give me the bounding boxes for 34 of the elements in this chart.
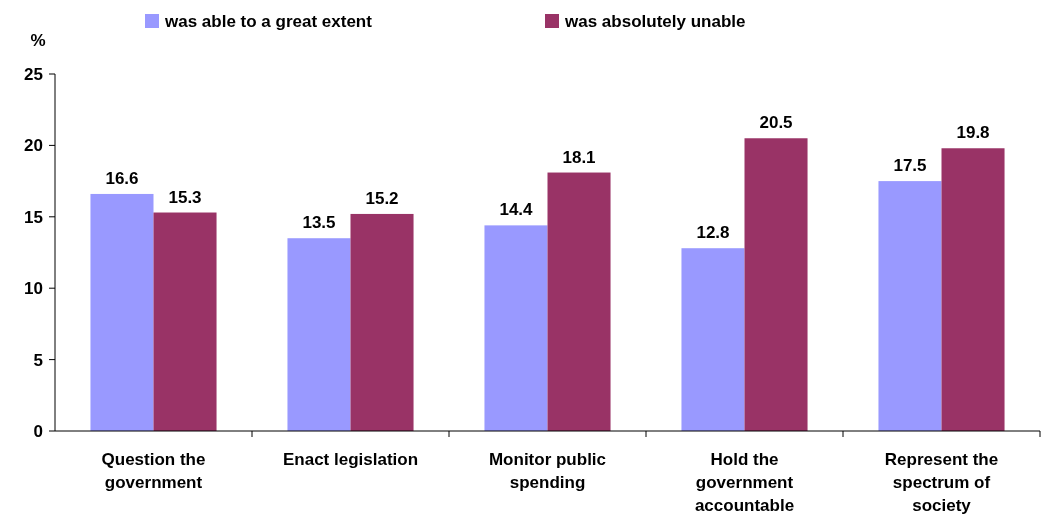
- bar: [484, 225, 548, 431]
- bar: [153, 212, 217, 431]
- y-tick-label: 5: [33, 350, 43, 370]
- x-tick-label: Hold the government accountable: [694, 450, 795, 515]
- bar: [547, 172, 611, 431]
- y-tick-label: 0: [33, 421, 43, 441]
- bar: [878, 181, 942, 431]
- data-label: 19.8: [956, 123, 990, 143]
- data-label: 15.2: [365, 188, 399, 208]
- data-label: 12.8: [696, 223, 730, 243]
- y-tick-label: 20: [24, 136, 43, 156]
- x-tick-label: Enact legislation: [282, 450, 419, 469]
- y-tick-label: 10: [24, 279, 43, 299]
- y-tick-label: 25: [24, 64, 43, 84]
- bar: [744, 138, 808, 431]
- bar: [941, 148, 1005, 431]
- bar: [90, 193, 154, 431]
- data-label: 13.5: [302, 213, 336, 233]
- legend-label: was able to a great extent: [164, 11, 373, 31]
- data-label: 16.6: [105, 168, 139, 188]
- x-tick-label: Represent the spectrum of society: [884, 450, 999, 515]
- data-label: 17.5: [893, 156, 927, 176]
- y-axis-title: %: [30, 31, 46, 50]
- data-label: 20.5: [759, 113, 793, 133]
- bar: [681, 248, 745, 431]
- data-label: 15.3: [168, 187, 202, 207]
- bar: [350, 213, 414, 431]
- x-tick-label: Question the government: [101, 450, 206, 492]
- data-label: 14.4: [499, 200, 534, 220]
- y-tick-label: 15: [24, 207, 43, 227]
- x-tick-label: Monitor public spending: [488, 450, 607, 492]
- legend-label: was absolutely unable: [564, 11, 746, 31]
- bar: [287, 238, 351, 431]
- data-label: 18.1: [562, 147, 596, 167]
